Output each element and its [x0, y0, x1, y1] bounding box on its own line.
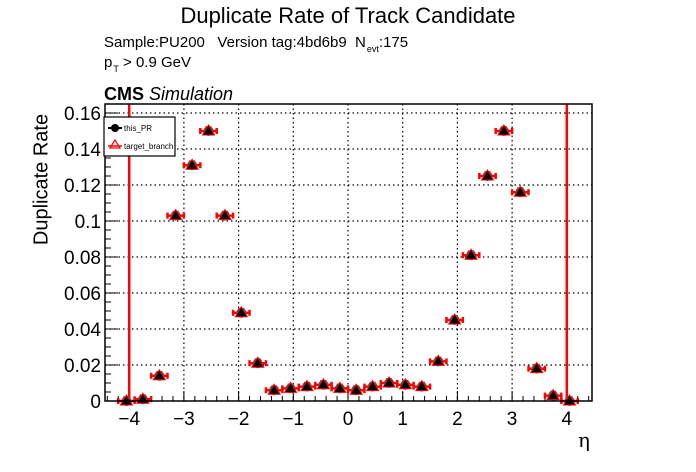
x-tick-label: −2 [228, 409, 250, 430]
y-tick-label: 0.04 [64, 320, 101, 341]
target-branch-marker [316, 377, 331, 390]
target-branch-marker [546, 388, 561, 401]
target-branch-marker [431, 354, 446, 366]
y-tick-label: 0 [90, 392, 101, 413]
x-tick-label: −4 [118, 409, 140, 430]
nevt-value: :175 [378, 34, 409, 51]
target-branch-marker [152, 368, 167, 381]
target-branch-marker [513, 185, 528, 197]
x-tick-label: 4 [562, 409, 573, 430]
y-tick-label: 0.06 [64, 284, 101, 305]
legend-this-pr-icon [111, 124, 119, 132]
cms-simulation: Simulation [149, 84, 234, 104]
y-tick-label: 0.02 [64, 356, 101, 377]
target-branch-marker [300, 379, 314, 392]
target-branch-marker [234, 305, 249, 318]
target-branch-marker [447, 313, 462, 325]
target-branch-marker [349, 383, 364, 395]
plot-frame [104, 103, 593, 402]
pt-sub: T [113, 64, 119, 74]
cms-bold: CMS [104, 84, 144, 104]
x-tick-label: 1 [397, 409, 408, 430]
version-label: Version tag:4bd6b9 [217, 34, 347, 51]
legend-this-pr-label: this_PR [124, 124, 152, 133]
target-branch-marker [332, 381, 347, 393]
target-branch-marker [382, 376, 396, 388]
x-tick-label: −3 [173, 409, 195, 430]
y-tick-label: 0.12 [64, 176, 101, 197]
target-branch-marker [218, 208, 232, 221]
x-tick-label: −1 [282, 409, 304, 430]
x-tick-label: 2 [452, 409, 463, 430]
target-branch-marker [480, 169, 495, 181]
target-branch-marker [119, 394, 134, 406]
target-branch-marker [283, 381, 298, 393]
y-tick-label: 0.14 [64, 140, 101, 161]
chart-title: Duplicate Rate of Track Candidate [180, 3, 516, 28]
cms-label: CMS Simulation [104, 84, 233, 105]
nevt-label: N [355, 34, 366, 51]
target-branch-marker [398, 377, 413, 390]
legend: this_PR target_branch [103, 116, 176, 157]
pt-label: p [104, 54, 113, 71]
pt-cut: pT > 0.9 GeV [104, 54, 191, 74]
x-tick-label: 0 [343, 409, 354, 430]
y-tick-label: 0.1 [75, 212, 101, 233]
sample-info: Sample:PU200 Version tag:4bd6b9 Nevt:175 [104, 34, 408, 54]
pt-cut-value: > 0.9 GeV [118, 54, 191, 71]
nevt-sub: evt [366, 44, 379, 54]
sample-label: Sample:PU200 [104, 34, 205, 51]
y-tick-label: 0.16 [64, 104, 101, 125]
target-branch-marker [168, 208, 183, 221]
target-branch-marker [464, 248, 478, 260]
target-branch-marker [529, 361, 544, 374]
y-tick-label: 0.08 [64, 248, 101, 269]
legend-target-branch-label: target_branch [124, 142, 173, 151]
target-branch-marker [185, 158, 199, 170]
target-branch-marker [497, 124, 511, 136]
target-branch-marker [267, 383, 282, 395]
target-branch-marker [365, 379, 380, 392]
x-tick-label: 3 [507, 409, 518, 430]
target-branch-marker [250, 356, 265, 368]
x-axis-label: η [578, 428, 590, 452]
legend-target-branch-icon [108, 138, 122, 149]
target-branch-marker [562, 394, 577, 406]
legend-box [103, 116, 176, 157]
target-branch-marker [201, 124, 216, 136]
target-branch-marker [414, 379, 429, 392]
